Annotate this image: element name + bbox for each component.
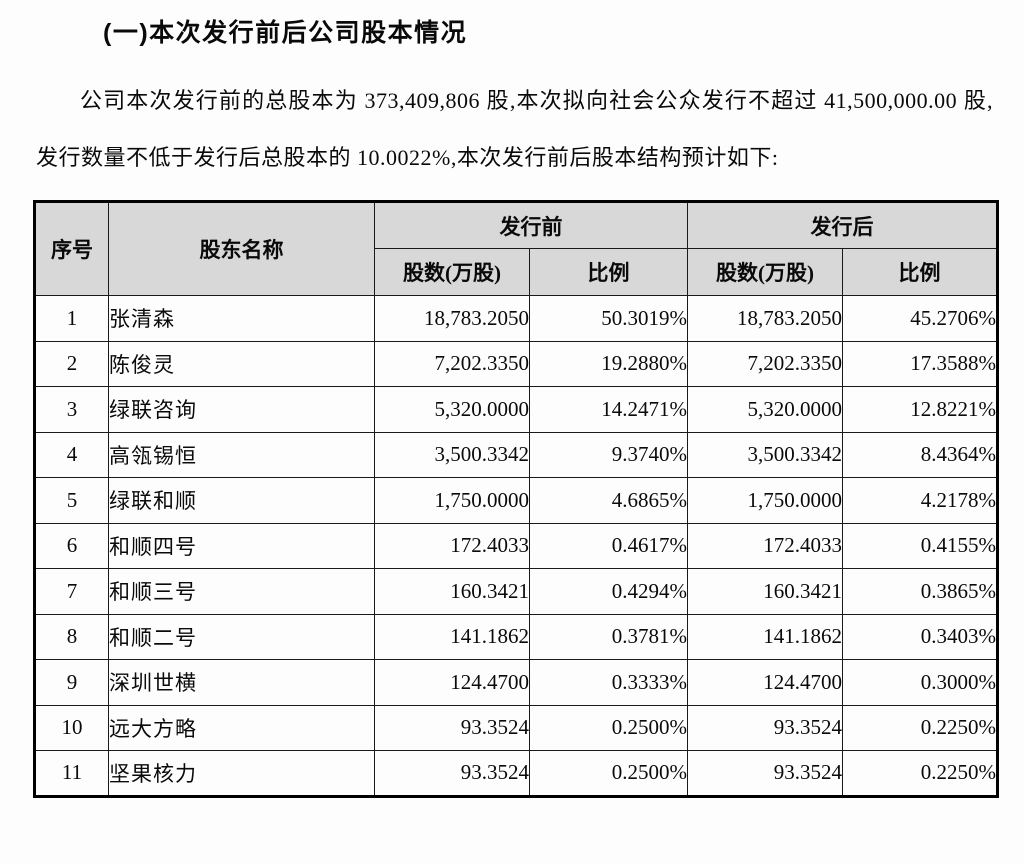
cell-pre-ratio: 0.3781% — [529, 613, 688, 660]
cell-post-shares: 7,202.3350 — [687, 340, 843, 387]
cell-index: 11 — [34, 750, 109, 797]
cell-shareholder-name: 和顺四号 — [108, 522, 375, 569]
cell-post-shares: 93.3524 — [687, 750, 843, 797]
table-row: 3 绿联咨询 5,320.0000 14.2471% 5,320.0000 12.8221… — [34, 386, 998, 433]
col-header-pre-issue: 发行前 — [374, 201, 688, 249]
share-structure-table: 序号 股东名称 发行前 发行后 股数(万股) 比例 股数(万股) 比例 1 张清森… — [33, 200, 999, 798]
cell-pre-ratio: 0.4294% — [529, 568, 688, 615]
cell-pre-ratio: 0.2500% — [529, 704, 688, 751]
cell-pre-ratio: 0.3333% — [529, 659, 688, 706]
cell-shareholder-name: 和顺三号 — [108, 568, 375, 615]
cell-shareholder-name: 和顺二号 — [108, 613, 375, 660]
table-row: 6 和顺四号 172.4033 0.4617% 172.4033 0.4155% — [34, 522, 998, 569]
table-row: 8 和顺二号 141.1862 0.3781% 141.1862 0.3403% — [34, 613, 998, 660]
cell-index: 8 — [34, 613, 109, 660]
cell-pre-ratio: 0.4617% — [529, 522, 688, 569]
table-row: 5 绿联和顺 1,750.0000 4.6865% 1,750.0000 4.2178% — [34, 477, 998, 524]
table-row: 4 高瓴锡恒 3,500.3342 9.3740% 3,500.3342 8.4364% — [34, 431, 998, 478]
cell-pre-shares: 7,202.3350 — [374, 340, 530, 387]
cell-post-shares: 172.4033 — [687, 522, 843, 569]
cell-post-shares: 141.1862 — [687, 613, 843, 660]
intro-paragraph: 公司本次发行前的总股本为 373,409,806 股,本次拟向社会公众发行不超过… — [36, 88, 993, 170]
cell-post-shares: 93.3524 — [687, 704, 843, 751]
section-heading: (一)本次发行前后公司股本情况 — [103, 19, 468, 47]
table-body: 1 张清森 18,783.2050 50.3019% 18,783.2050 45.270… — [34, 295, 998, 797]
cell-post-ratio: 0.3865% — [842, 568, 998, 615]
cell-index: 10 — [34, 704, 109, 751]
col-header-shareholder: 股东名称 — [108, 201, 375, 296]
cell-post-shares: 1,750.0000 — [687, 477, 843, 524]
cell-post-ratio: 17.3588% — [842, 340, 998, 387]
cell-pre-shares: 93.3524 — [374, 704, 530, 751]
cell-post-shares: 160.3421 — [687, 568, 843, 615]
table-row: 10 远大方略 93.3524 0.2500% 93.3524 0.2250% — [34, 704, 998, 751]
table-row: 7 和顺三号 160.3421 0.4294% 160.3421 0.3865% — [34, 568, 998, 615]
col-header-post-shares: 股数(万股) — [687, 248, 843, 296]
cell-index: 2 — [34, 340, 109, 387]
cell-pre-ratio: 19.2880% — [529, 340, 688, 387]
cell-post-ratio: 0.3403% — [842, 613, 998, 660]
table-row: 11 坚果核力 93.3524 0.2500% 93.3524 0.2250% — [34, 750, 998, 797]
cell-pre-shares: 172.4033 — [374, 522, 530, 569]
cell-shareholder-name: 张清森 — [108, 295, 375, 342]
cell-shareholder-name: 深圳世横 — [108, 659, 375, 706]
cell-post-ratio: 4.2178% — [842, 477, 998, 524]
table-row: 9 深圳世横 124.4700 0.3333% 124.4700 0.3000% — [34, 659, 998, 706]
cell-post-shares: 18,783.2050 — [687, 295, 843, 342]
cell-post-ratio: 0.2250% — [842, 750, 998, 797]
table-header-row-top: 序号 股东名称 发行前 发行后 — [34, 201, 998, 296]
cell-post-ratio: 0.3000% — [842, 659, 998, 706]
col-header-index: 序号 — [34, 201, 109, 296]
table-header-row-sub: 股数(万股) 比例 股数(万股) 比例 — [35, 248, 998, 296]
cell-shareholder-name: 绿联和顺 — [108, 477, 375, 524]
col-header-pre-ratio: 比例 — [529, 248, 688, 296]
cell-index: 3 — [34, 386, 109, 433]
cell-pre-shares: 124.4700 — [374, 659, 530, 706]
cell-pre-shares: 141.1862 — [374, 613, 530, 660]
cell-post-ratio: 0.4155% — [842, 522, 998, 569]
cell-pre-shares: 5,320.0000 — [374, 386, 530, 433]
cell-pre-ratio: 14.2471% — [529, 386, 688, 433]
col-header-post-issue: 发行后 — [687, 201, 998, 249]
cell-pre-ratio: 0.2500% — [529, 750, 688, 797]
cell-pre-shares: 3,500.3342 — [374, 431, 530, 478]
cell-shareholder-name: 陈俊灵 — [108, 340, 375, 387]
cell-pre-shares: 160.3421 — [374, 568, 530, 615]
cell-post-ratio: 12.8221% — [842, 386, 998, 433]
cell-post-ratio: 0.2250% — [842, 704, 998, 751]
cell-index: 5 — [34, 477, 109, 524]
cell-index: 9 — [34, 659, 109, 706]
table-row: 1 张清森 18,783.2050 50.3019% 18,783.2050 45.270… — [34, 295, 998, 342]
cell-index: 4 — [34, 431, 109, 478]
table-header: 序号 股东名称 发行前 发行后 股数(万股) 比例 股数(万股) 比例 — [34, 201, 998, 296]
cell-post-shares: 3,500.3342 — [687, 431, 843, 478]
cell-index: 6 — [34, 522, 109, 569]
cell-post-ratio: 45.2706% — [842, 295, 998, 342]
cell-pre-shares: 18,783.2050 — [374, 295, 530, 342]
cell-pre-ratio: 4.6865% — [529, 477, 688, 524]
col-header-pre-shares: 股数(万股) — [374, 248, 530, 296]
table-row: 2 陈俊灵 7,202.3350 19.2880% 7,202.3350 17.3588% — [34, 340, 998, 387]
cell-shareholder-name: 坚果核力 — [108, 750, 375, 797]
col-header-post-ratio: 比例 — [842, 248, 998, 296]
cell-post-shares: 124.4700 — [687, 659, 843, 706]
cell-shareholder-name: 绿联咨询 — [108, 386, 375, 433]
cell-pre-shares: 93.3524 — [374, 750, 530, 797]
cell-shareholder-name: 高瓴锡恒 — [108, 431, 375, 478]
cell-shareholder-name: 远大方略 — [108, 704, 375, 751]
cell-pre-ratio: 50.3019% — [529, 295, 688, 342]
cell-pre-shares: 1,750.0000 — [374, 477, 530, 524]
cell-index: 1 — [34, 295, 109, 342]
cell-pre-ratio: 9.3740% — [529, 431, 688, 478]
cell-index: 7 — [34, 568, 109, 615]
cell-post-ratio: 8.4364% — [842, 431, 998, 478]
cell-post-shares: 5,320.0000 — [687, 386, 843, 433]
